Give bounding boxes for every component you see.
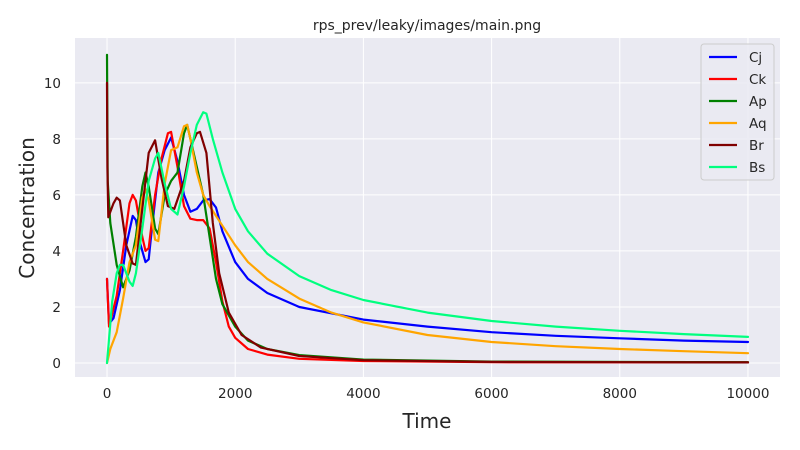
y-tick-label: 0 <box>52 356 61 372</box>
series-line-cj <box>105 136 750 344</box>
x-tick-label: 0 <box>103 386 112 402</box>
y-tick-label: 6 <box>52 188 61 204</box>
y-tick-label: 10 <box>44 76 61 92</box>
series-line-ck <box>105 130 750 364</box>
legend-label-cj: Cj <box>749 50 762 66</box>
x-axis-ticks: 0 2000 4000 6000 8000 10000 <box>103 386 770 402</box>
y-axis-ticks: 0 2 4 6 8 10 <box>44 76 61 372</box>
x-tick-label: 10000 <box>726 386 769 402</box>
legend: Cj Ck Ap Aq Br Bs <box>700 43 775 181</box>
x-tick-label: 6000 <box>474 386 508 402</box>
plot-area <box>75 38 780 377</box>
y-tick-label: 2 <box>52 300 61 316</box>
series-lines <box>105 53 750 365</box>
series-line-br <box>105 81 750 364</box>
y-axis-label: Concentration <box>15 137 39 278</box>
x-tick-label: 8000 <box>603 386 637 402</box>
x-tick-label: 2000 <box>218 386 252 402</box>
chart-title: rps_prev/leaky/images/main.png <box>313 18 541 34</box>
series-line-bs <box>105 111 750 365</box>
y-tick-label: 4 <box>52 244 61 260</box>
legend-label-bs: Bs <box>749 160 765 176</box>
y-tick-label: 8 <box>52 132 61 148</box>
series-line-aq <box>105 123 750 365</box>
x-tick-label: 4000 <box>346 386 380 402</box>
legend-label-br: Br <box>749 138 764 154</box>
legend-label-aq: Aq <box>749 116 767 132</box>
x-axis-label: Time <box>402 409 452 433</box>
legend-label-ck: Ck <box>749 72 766 88</box>
legend-label-ap: Ap <box>749 94 767 110</box>
